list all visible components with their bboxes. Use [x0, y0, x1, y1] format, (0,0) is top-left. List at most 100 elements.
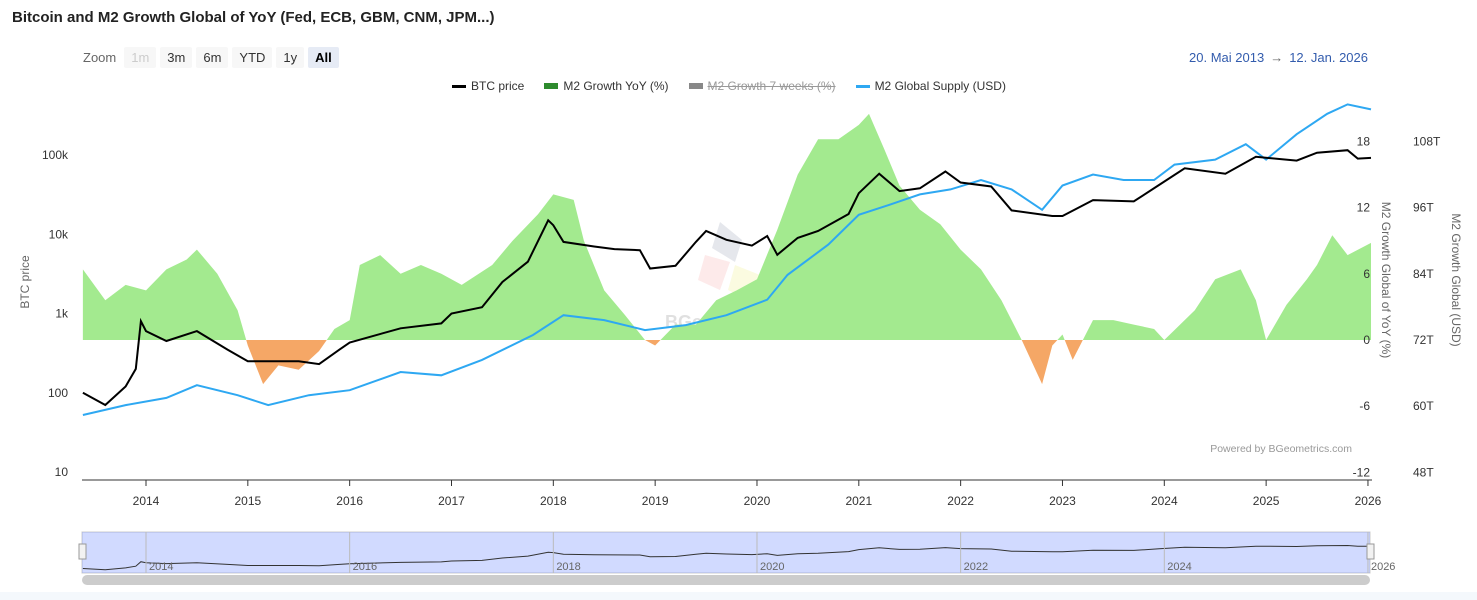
m2-supply-point	[1153, 179, 1156, 182]
y-right2-tick-label: 48T	[1413, 465, 1434, 479]
y-left-tick-label: 100k	[42, 148, 69, 162]
x-tick-label: 2017	[438, 494, 465, 508]
m2-growth-point	[654, 344, 657, 347]
watermark-logo: BGeometrics	[665, 222, 777, 332]
m2-growth-point	[491, 263, 494, 266]
x-tick-label: 2018	[540, 494, 567, 508]
m2-supply-point	[1265, 158, 1268, 161]
line-swatch-icon	[452, 84, 466, 88]
navigator-tick-label: 2022	[964, 561, 988, 573]
m2-growth-point	[1346, 254, 1349, 257]
m2-growth-point	[1214, 278, 1217, 281]
btc-price-point	[944, 170, 947, 173]
y-right2-tick-label: 72T	[1413, 333, 1434, 347]
btc-price-point	[1132, 200, 1135, 203]
y-right1-tick-label: -12	[1353, 465, 1371, 479]
m2-supply-point	[857, 213, 860, 216]
btc-price-point	[450, 312, 453, 315]
btc-price-point	[1370, 156, 1373, 159]
m2-growth-point	[236, 309, 239, 312]
btc-price-point	[267, 360, 270, 363]
m2-growth-point	[1370, 241, 1373, 244]
btc-price-point	[1158, 183, 1161, 186]
m2-supply-point	[949, 188, 952, 191]
m2-growth-point	[1316, 263, 1319, 266]
x-tick-label: 2023	[1049, 494, 1076, 508]
m2-supply-point	[267, 404, 270, 407]
m2-supply-point	[531, 334, 534, 337]
m2-supply-point	[827, 243, 830, 246]
btc-price-point	[878, 172, 881, 175]
btc-price-point	[638, 249, 641, 252]
navigator[interactable]: 2014 2016 2018 2020 2022 2024 2026	[78, 531, 1395, 585]
legend-item-m2-global-supply[interactable]: M2 Global Supply (USD)	[855, 79, 1006, 93]
btc-price-point	[766, 235, 769, 238]
m2-growth-point	[1163, 339, 1166, 342]
zoom-3m-button[interactable]: 3m	[160, 47, 193, 68]
y-left-axis-title: BTC price	[18, 255, 32, 309]
btc-price-point	[338, 348, 341, 351]
navigator-right-handle[interactable]	[1366, 543, 1375, 560]
m2-growth-positive-area	[82, 113, 1372, 340]
zoom-1y-button[interactable]: 1y	[276, 47, 305, 68]
y-right2-axis-title: M2 Growth Global (USD)	[1449, 213, 1463, 346]
legend-item-btc-price[interactable]: BTC price	[452, 79, 524, 93]
credits-link[interactable]: Powered by BGeometrics.com	[1210, 443, 1352, 455]
m2-growth-point	[1041, 383, 1044, 386]
btc-price-point	[348, 341, 351, 344]
m2-growth-point	[1071, 358, 1074, 361]
m2-supply-point	[603, 319, 606, 322]
area-swatch-icon	[688, 83, 703, 89]
btc-price-point	[124, 385, 127, 388]
btc-price-point	[990, 185, 993, 188]
navigator-tick-label: 2016	[353, 561, 377, 573]
legend-item-m2-growth-yoy[interactable]: M2 Growth YoY (%)	[544, 79, 669, 93]
btc-price-point	[847, 213, 850, 216]
zoom-1m-button[interactable]: 1m	[124, 47, 157, 68]
m2-supply-point	[1346, 103, 1349, 106]
btc-price-point	[104, 404, 107, 407]
m2-supply-point	[307, 394, 310, 397]
m2-growth-point	[980, 268, 983, 271]
btc-price-point	[857, 192, 860, 195]
zoom-6m-button[interactable]: 6m	[196, 47, 229, 68]
btc-price-point	[725, 238, 728, 241]
x-tick-label: 2016	[336, 494, 363, 508]
m2-supply-point	[1041, 208, 1044, 211]
btc-price-point	[246, 360, 249, 363]
date-to-input[interactable]: 12. Jan. 2026	[1289, 50, 1368, 65]
zoom-ytd-button[interactable]: YTD	[232, 47, 273, 68]
scrollbar[interactable]	[82, 575, 1370, 585]
zoom-label: Zoom	[83, 50, 117, 65]
m2-supply-point	[165, 396, 168, 399]
m2-supply-point	[1244, 143, 1247, 146]
m2-supply-point	[1214, 158, 1217, 161]
navigator-mask[interactable]	[82, 532, 1370, 573]
x-tick-label: 2026	[1355, 494, 1382, 508]
m2-growth-point	[185, 258, 188, 261]
m2-growth-point	[1061, 333, 1064, 336]
m2-growth-point	[1285, 303, 1288, 306]
legend-item-m2-growth-7-weeks[interactable]: M2 Growth 7 weeks (%)	[688, 79, 836, 93]
m2-growth-point	[939, 223, 942, 226]
m2-growth-point	[419, 263, 422, 266]
m2-growth-point	[1239, 268, 1242, 271]
btc-price-point	[1356, 157, 1359, 160]
date-from-input[interactable]: 20. Mai 2013	[1189, 50, 1265, 65]
watermark-text: BGeometrics	[665, 312, 777, 332]
m2-supply-point	[766, 298, 769, 301]
zoom-all-button[interactable]: All	[308, 47, 339, 68]
m2-growth-point	[1132, 323, 1135, 326]
m2-growth-point	[124, 283, 127, 286]
m2-supply-point	[562, 314, 565, 317]
x-tick-label: 2019	[642, 494, 669, 508]
btc-price-point	[481, 306, 484, 309]
m2-growth-point	[572, 198, 575, 201]
m2-growth-point	[246, 344, 249, 347]
navigator-left-handle[interactable]	[78, 543, 87, 560]
m2-growth-point	[796, 173, 799, 176]
btc-price-point	[501, 280, 504, 283]
m2-growth-point	[623, 313, 626, 316]
m2-growth-point	[399, 272, 402, 275]
